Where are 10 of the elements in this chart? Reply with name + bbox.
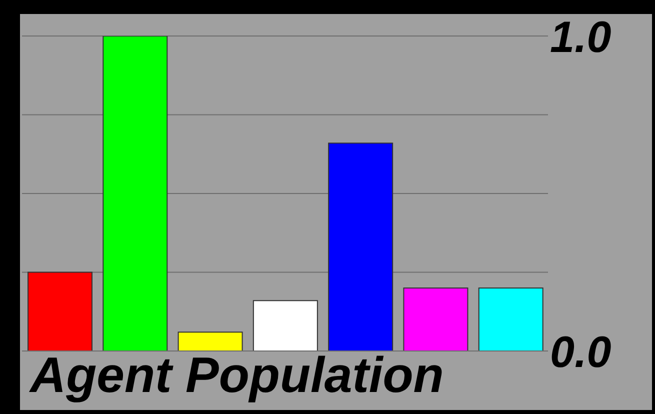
bar	[102, 36, 168, 351]
y-tick-label: 0.0	[550, 328, 612, 377]
bar	[478, 288, 544, 351]
bar	[403, 288, 468, 351]
text: Agent Population	[30, 346, 444, 404]
bar	[178, 332, 243, 351]
bar	[328, 142, 394, 351]
bar	[28, 272, 92, 351]
bar	[252, 300, 318, 351]
y-tick-label: 1.0	[550, 13, 612, 62]
